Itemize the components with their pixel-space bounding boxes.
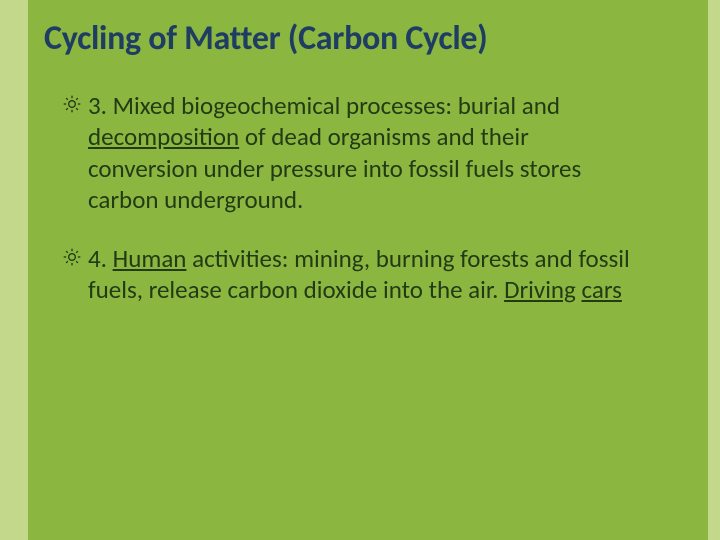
underlined-text: decomposition: [88, 121, 239, 152]
list-item: 3. Mixed biogeochemical processes: buria…: [62, 90, 642, 215]
bullet-text: 4. Human activities: mining, burning for…: [88, 243, 642, 306]
sun-bullet-icon: [62, 94, 82, 119]
slide: Cycling of Matter (Carbon Cycle): [0, 0, 720, 540]
slide-title: Cycling of Matter (Carbon Cycle): [44, 18, 487, 59]
underlined-text: cars: [581, 274, 621, 305]
sun-bullet-icon: [62, 247, 82, 272]
bullet-text: 3. Mixed biogeochemical processes: buria…: [88, 90, 642, 215]
list-item: 4. Human activities: mining, burning for…: [62, 243, 642, 306]
text-run: 4.: [88, 243, 113, 274]
underlined-text: Human: [113, 243, 187, 274]
slide-body: 3. Mixed biogeochemical processes: buria…: [62, 90, 642, 334]
text-run: 3. Mixed biogeochemical processes: buria…: [88, 90, 560, 121]
underlined-text: Driving: [504, 274, 576, 305]
